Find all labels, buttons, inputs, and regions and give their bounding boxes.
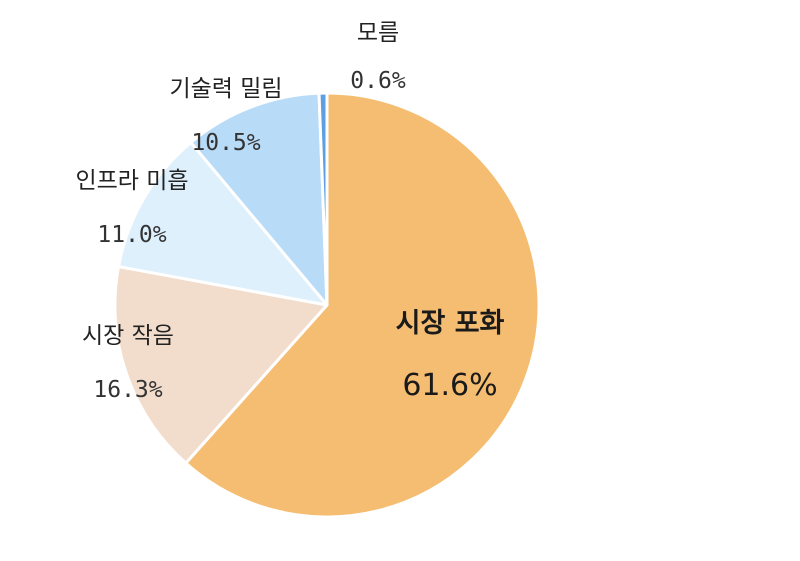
slice-label-small-market: 시장 작음 (82, 323, 174, 349)
slice-label-tech-lagging: 기술력 밀림 (169, 76, 282, 102)
slice-value-tech-lagging: 10.5% (191, 130, 260, 156)
slice-value-unknown: 0.6% (350, 68, 406, 94)
slice-value-lack-infrastructure: 11.0% (97, 222, 166, 248)
pie-slice-3 (189, 91, 329, 307)
slice-value-small-market: 16.3% (93, 377, 162, 403)
slice-label-market-saturation: 시장 포화 (396, 308, 505, 339)
slice-label-lack-infrastructure: 인프라 미흡 (75, 168, 188, 194)
pie-slices (113, 91, 541, 519)
pie-slice-4 (317, 91, 329, 307)
pie-slice-2 (117, 141, 329, 307)
slice-label-unknown: 모름 (357, 20, 399, 46)
pie-slice-0 (184, 91, 541, 519)
slice-value-market-saturation: 61.6% (402, 368, 497, 403)
pie-slice-1 (113, 265, 329, 465)
